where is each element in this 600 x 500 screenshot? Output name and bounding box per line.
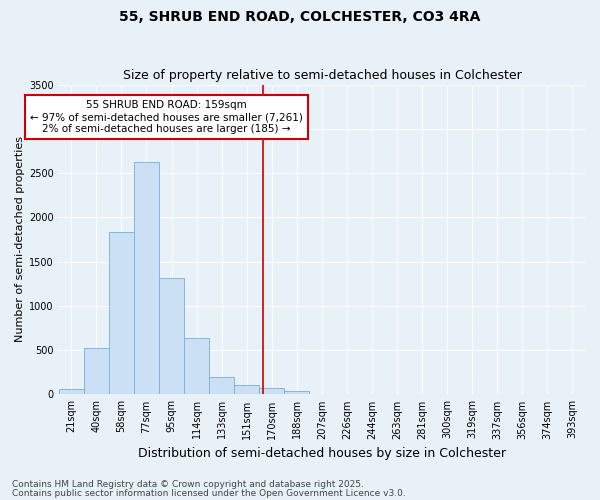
Title: Size of property relative to semi-detached houses in Colchester: Size of property relative to semi-detach… bbox=[122, 69, 521, 82]
Bar bbox=[109, 232, 134, 394]
X-axis label: Distribution of semi-detached houses by size in Colchester: Distribution of semi-detached houses by … bbox=[138, 447, 506, 460]
Bar bbox=[184, 338, 209, 394]
Text: 55 SHRUB END ROAD: 159sqm
← 97% of semi-detached houses are smaller (7,261)
2% o: 55 SHRUB END ROAD: 159sqm ← 97% of semi-… bbox=[30, 100, 303, 134]
Text: Contains public sector information licensed under the Open Government Licence v3: Contains public sector information licen… bbox=[12, 488, 406, 498]
Bar bbox=[159, 278, 184, 394]
Y-axis label: Number of semi-detached properties: Number of semi-detached properties bbox=[15, 136, 25, 342]
Bar bbox=[259, 388, 284, 394]
Bar bbox=[134, 162, 159, 394]
Bar bbox=[234, 384, 259, 394]
Bar bbox=[209, 376, 234, 394]
Text: Contains HM Land Registry data © Crown copyright and database right 2025.: Contains HM Land Registry data © Crown c… bbox=[12, 480, 364, 489]
Bar bbox=[59, 389, 84, 394]
Text: 55, SHRUB END ROAD, COLCHESTER, CO3 4RA: 55, SHRUB END ROAD, COLCHESTER, CO3 4RA bbox=[119, 10, 481, 24]
Bar bbox=[284, 391, 310, 394]
Bar bbox=[84, 348, 109, 395]
